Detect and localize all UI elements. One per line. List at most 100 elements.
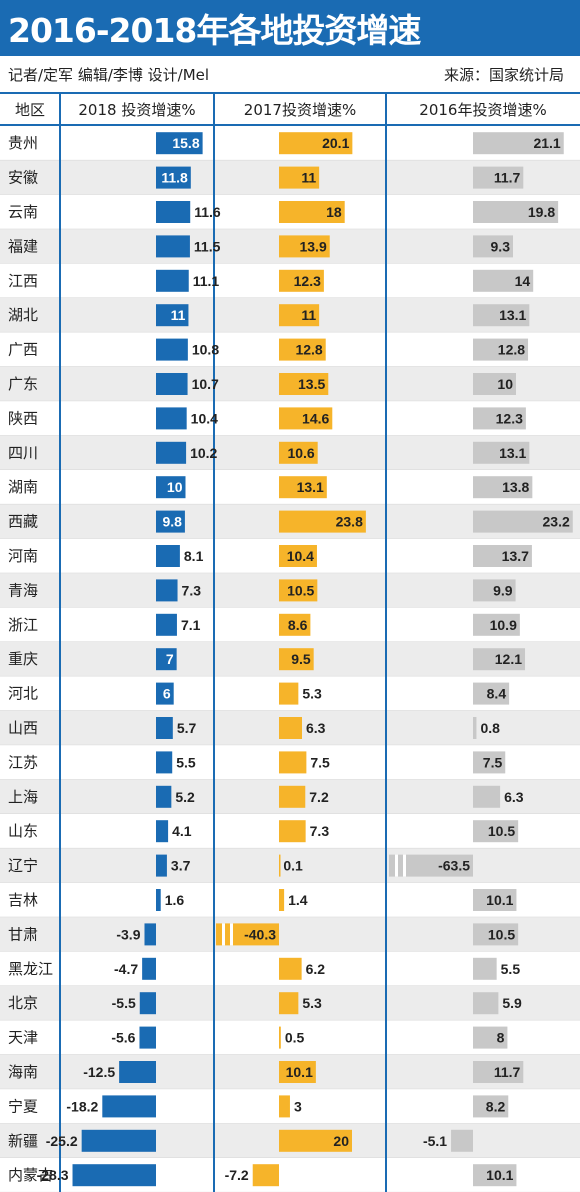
value-label: 8.4 [487,686,507,702]
bar-2018 [156,545,180,567]
bar-2016 [473,957,497,980]
value-label: 10.7 [192,376,219,392]
bar-2017 [279,338,326,361]
value-label: 13.1 [499,307,526,323]
bar-2018 [142,957,156,980]
value-label: 9.8 [162,514,182,530]
bar-2018 [156,373,188,395]
region-label: 江苏 [8,753,38,771]
bar-break-mark [395,854,398,877]
bar-2018 [119,1061,156,1083]
bar-break-mark [403,854,406,877]
bar-2017 [279,510,366,533]
value-label: 5.3 [302,686,322,702]
bar-2016 [473,717,477,739]
bar-2017 [279,579,318,602]
value-label: -7.2 [225,1167,249,1183]
bar-2018 [139,992,156,1015]
value-label: 5.7 [177,720,197,736]
value-label: -40.3 [244,926,276,942]
bar-2016 [473,785,501,808]
value-label: 12.1 [495,651,522,667]
region-label: 云南 [8,203,38,221]
value-label: 11.7 [494,1064,521,1080]
bar-2018 [156,648,177,671]
value-label: 21.1 [533,135,560,151]
bar-2016 [473,201,559,223]
region-label: 广东 [8,375,38,393]
value-label: 0.8 [480,720,500,736]
value-label: -28.3 [37,1167,69,1183]
value-label: 11.7 [494,170,521,186]
bar-2017 [279,166,320,189]
value-label: -63.5 [438,858,470,874]
bar-2018 [156,407,187,430]
header-2017: 2017投资增速% [243,101,357,119]
bar-2018 [156,751,173,774]
value-label: 13.9 [299,238,326,254]
region-label: 四川 [8,444,38,462]
region-label: 湖南 [8,478,38,496]
value-label: -3.9 [116,926,140,942]
value-label: 9.9 [493,582,513,598]
value-label: 11.5 [194,238,221,254]
title-bar [0,0,580,56]
bar-2016 [473,441,530,464]
bar-2018 [156,854,167,877]
value-label: 23.2 [543,514,570,530]
bar-2018 [81,1129,156,1152]
region-label: 福建 [8,237,38,255]
region-label: 内蒙古 [8,1166,53,1184]
value-label: 6 [163,686,171,702]
bar-2017 [279,992,299,1015]
region-label: 宁夏 [8,1097,38,1115]
bar-2017 [279,682,299,705]
value-label: 5.5 [501,961,521,977]
bar-2018 [156,476,186,499]
bar-2017 [279,1061,316,1083]
bar-2018 [156,132,203,155]
value-label: 11.6 [194,204,221,220]
value-label: -5.5 [112,995,136,1011]
bar-2018 [156,785,172,808]
region-label: 江西 [8,272,38,290]
bar-2016 [473,304,530,327]
value-label: 8.1 [184,548,204,564]
region-label: 甘肃 [8,925,38,943]
value-label: 9.5 [291,651,311,667]
bar-2017 [252,1164,279,1187]
value-label: -18.2 [66,1098,98,1114]
bar-2016 [473,373,516,395]
value-label: -4.7 [114,961,138,977]
bar-2017 [279,1129,352,1152]
bar-2018 [156,717,173,739]
bar-2017 [279,820,306,843]
header-top-rule [0,92,580,94]
value-label: 13.1 [297,479,324,495]
region-label: 海南 [8,1063,38,1081]
bar-2018 [156,235,190,258]
value-label: 10 [497,376,513,392]
region-label: 湖北 [8,306,38,324]
region-label: 新疆 [8,1132,38,1150]
value-label: 10.5 [488,926,515,942]
region-label: 安徽 [8,169,38,187]
bar-2018 [156,269,189,292]
bar-2018 [156,166,191,189]
bar-2016 [473,1026,508,1049]
value-label: 12.3 [496,410,523,426]
region-label: 西藏 [8,513,38,531]
bar-2017 [279,304,320,327]
page-title: 2016-2018年各地投资增速 [8,11,421,50]
bar-2017 [279,269,324,292]
bar-2018 [156,338,188,361]
bar-2017 [279,854,281,877]
value-label: 7.5 [310,754,330,770]
bar-2017 [279,613,311,636]
credit-line: 记者/定军 编辑/李博 设计/Mel [8,66,210,84]
value-label: 20.1 [322,135,349,151]
value-label: -25.2 [46,1133,78,1149]
bar-2016 [473,889,517,911]
header-2018: 2018 投资增速% [78,101,196,119]
